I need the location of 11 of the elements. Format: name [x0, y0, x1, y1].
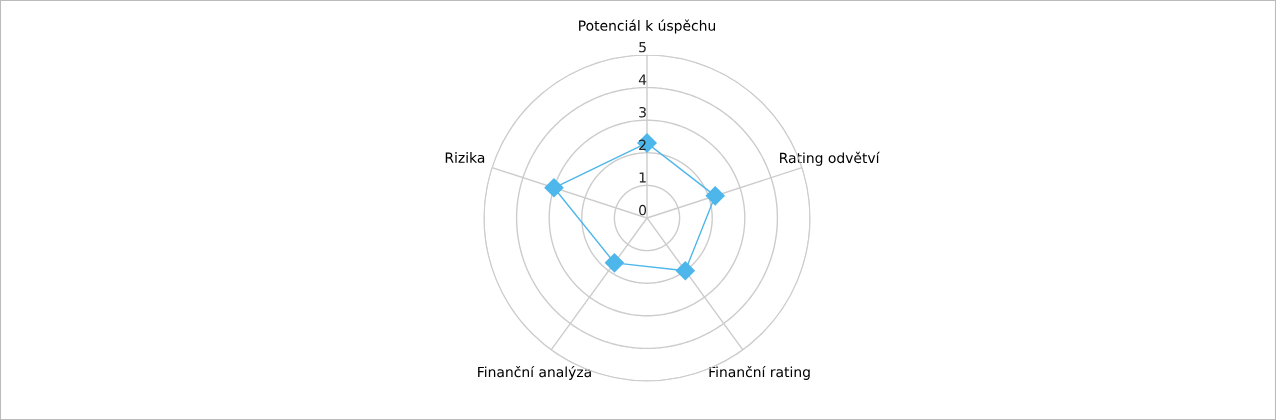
y-tick-label: 0	[639, 204, 647, 216]
spoke-label: Finanční analýza	[478, 365, 591, 380]
spoke-label: Rizika	[445, 152, 485, 163]
y-tick-label: 2	[639, 139, 646, 150]
spoke-label: Rating odvětví	[780, 151, 880, 166]
y-tick-label: 4	[638, 74, 647, 85]
y-tick-label: 5	[639, 41, 646, 53]
spoke-label: Potenciál k úspěchu	[579, 19, 716, 34]
y-tick-label: 3	[639, 107, 646, 118]
spoke-label: Finanční rating	[709, 365, 810, 380]
y-tick-label: 1	[639, 172, 646, 183]
